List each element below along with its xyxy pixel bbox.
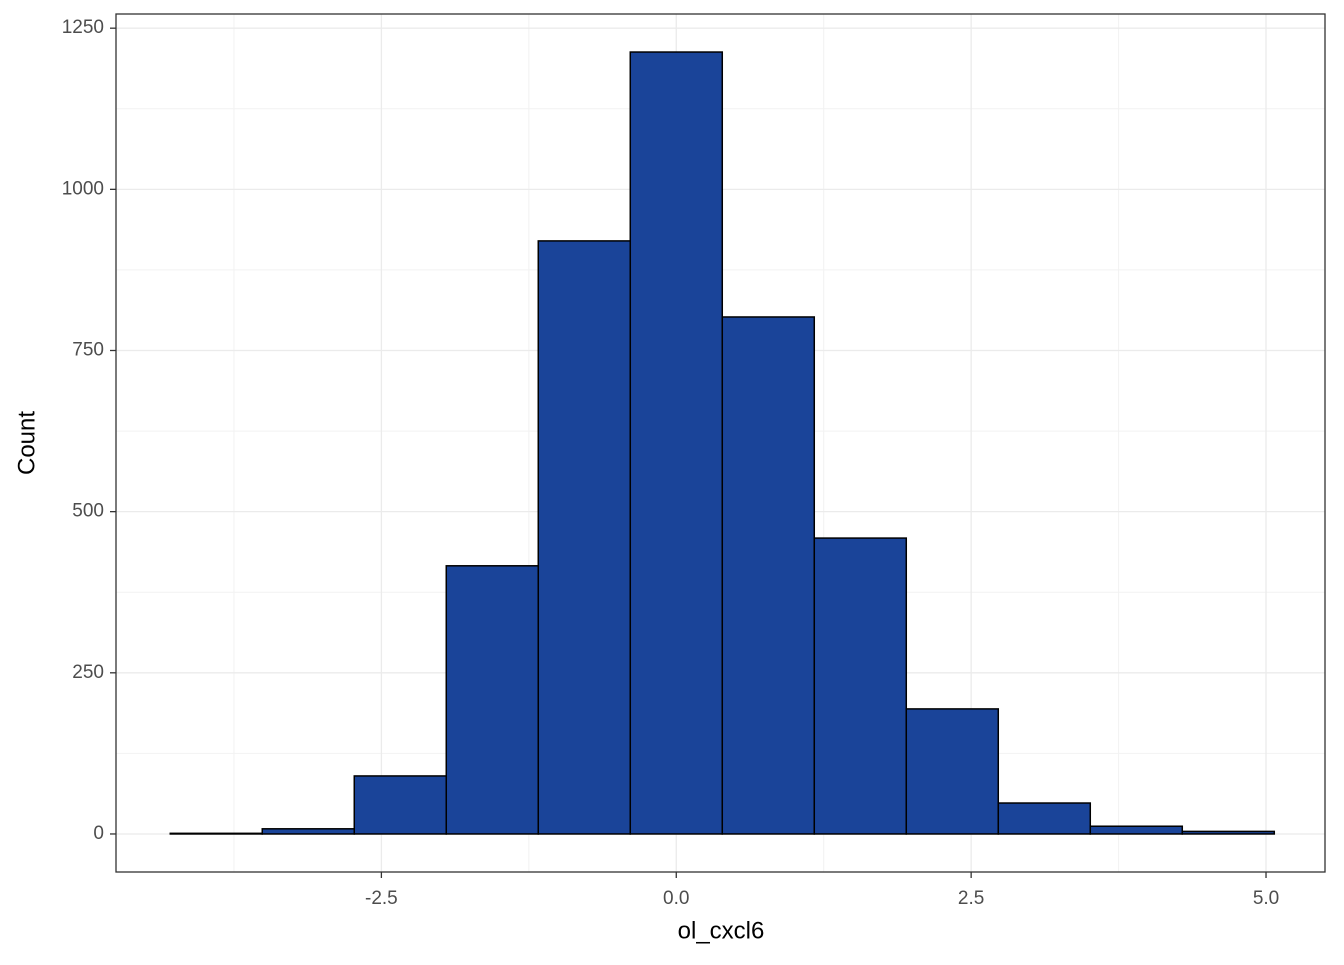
bar: [905, 708, 1000, 835]
y-tick-label: 1000: [62, 178, 104, 199]
bar: [1089, 825, 1184, 835]
y-tick-label: 250: [72, 662, 104, 683]
x-tick-label: -2.5: [365, 888, 398, 909]
y-tick-label: 0: [93, 823, 104, 844]
y-tick-label: 750: [72, 340, 104, 361]
panel-border: [115, 13, 1326, 873]
x-axis-title: ol_cxcl6: [678, 917, 765, 944]
bar: [261, 828, 356, 835]
y-tick-label: 1250: [62, 17, 104, 38]
bar: [721, 316, 816, 835]
y-axis-title: Count: [13, 411, 40, 475]
x-tick-label: 5.0: [1253, 888, 1279, 909]
x-tick-label: 0.0: [663, 888, 689, 909]
y-tick-label: 500: [72, 501, 104, 522]
bar: [169, 832, 264, 835]
bar: [353, 775, 448, 835]
bar: [813, 537, 908, 835]
bar: [997, 802, 1092, 835]
x-tick-label: 2.5: [958, 888, 984, 909]
bar: [445, 565, 540, 835]
bar: [537, 240, 632, 835]
bar: [629, 51, 724, 835]
bar: [1181, 830, 1276, 835]
